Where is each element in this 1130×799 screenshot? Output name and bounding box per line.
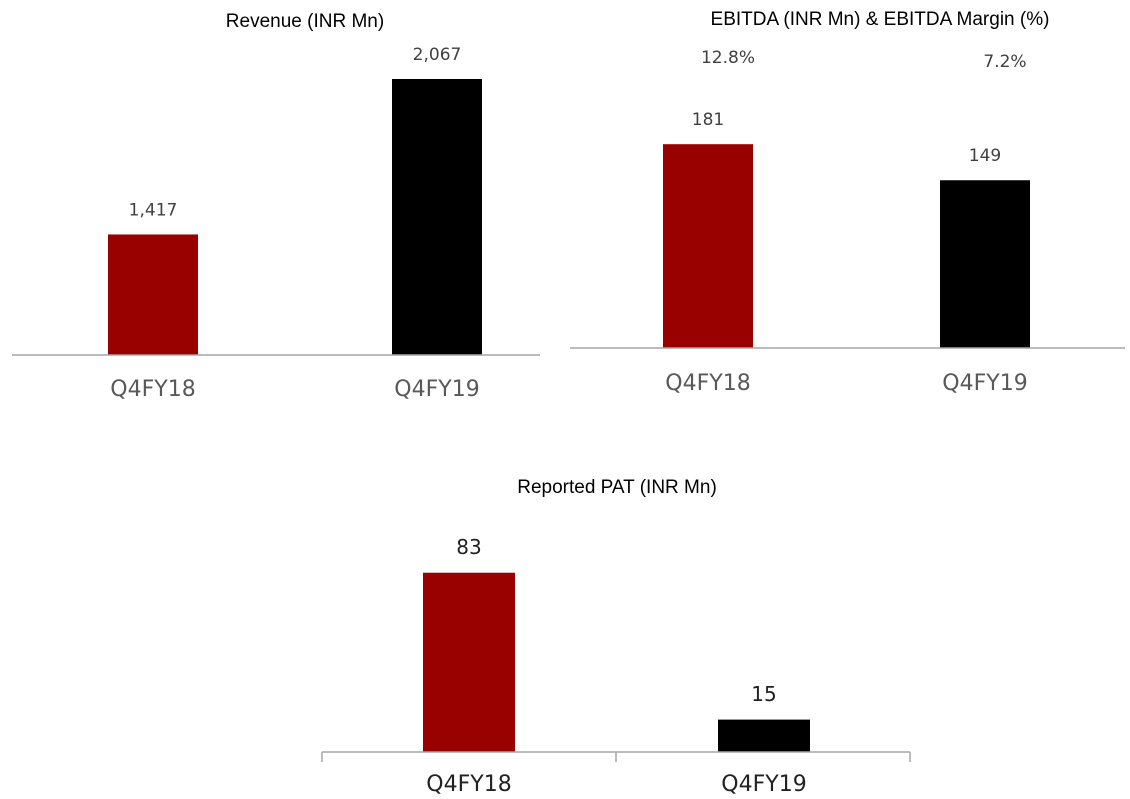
x-tick-label: Q4FY18 (426, 772, 511, 797)
chart-title: EBITDA (INR Mn) & EBITDA Margin (%) (711, 9, 1050, 30)
chart-title: Revenue (INR Mn) (226, 11, 384, 32)
data-label: 83 (456, 535, 481, 559)
bar (940, 180, 1030, 348)
data-label: 15 (751, 682, 776, 706)
bar (423, 572, 515, 752)
bar (718, 719, 810, 752)
x-tick-label: Q4FY19 (394, 377, 479, 402)
x-tick-label: Q4FY19 (721, 772, 806, 797)
margin-label: 12.8% (701, 48, 755, 68)
bar (663, 144, 753, 348)
x-tick-label: Q4FY18 (665, 371, 750, 396)
x-tick-label: Q4FY19 (942, 371, 1027, 396)
data-label: 181 (692, 110, 724, 130)
bar (392, 78, 482, 356)
data-label: 1,417 (129, 200, 178, 220)
chart-title: Reported PAT (INR Mn) (517, 477, 717, 498)
data-label: 2,067 (413, 45, 462, 65)
x-tick-label: Q4FY18 (110, 377, 195, 402)
bar (108, 234, 198, 355)
margin-label: 7.2% (983, 52, 1026, 72)
data-label: 149 (969, 146, 1001, 166)
